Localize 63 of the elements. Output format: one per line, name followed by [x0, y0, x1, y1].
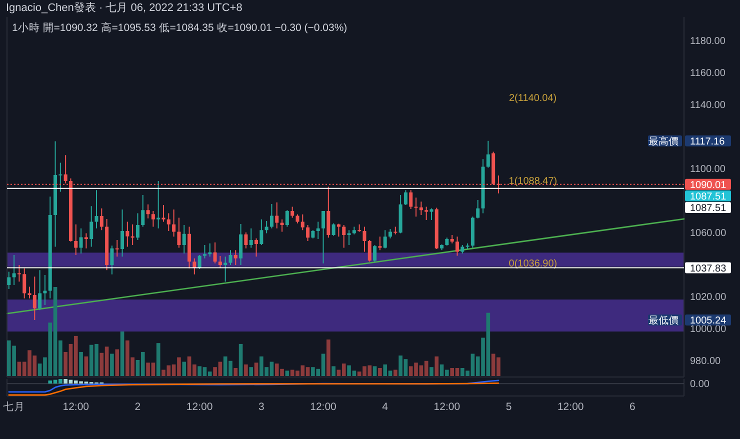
bar [372, 366, 377, 376]
annotation: 0(1036.90) [508, 258, 558, 270]
candlestick [162, 204, 166, 222]
candlestick [43, 275, 47, 305]
annotation: 1087.51 [690, 192, 727, 203]
x-tick-label: 12:00 [310, 401, 337, 413]
bar [249, 367, 254, 376]
bar [110, 354, 114, 376]
bar [285, 370, 290, 376]
candlestick [280, 219, 284, 232]
x-tick-label: 2 [134, 401, 141, 413]
bar [430, 367, 434, 376]
candlestick [424, 206, 428, 220]
bar [244, 364, 248, 376]
bar [115, 349, 120, 376]
bar [378, 368, 382, 376]
ref-line-label: 1087.51 [690, 203, 727, 214]
candlestick [224, 256, 228, 282]
annotation: 2(1140.04) [509, 93, 557, 104]
annotation: 最低價 1005.24 [648, 316, 727, 327]
bar [238, 344, 243, 376]
y-tick-label: 1160.00 [690, 68, 726, 79]
x-tick-label: 3 [258, 401, 264, 413]
bar [84, 356, 88, 376]
y-tick-label: 1140.00 [690, 100, 726, 111]
bar [254, 362, 258, 376]
x-tick-label: 12:00 [557, 401, 584, 413]
chart-title: Ignacio_Chen發表 · 七月 06, 2022 21:33 UTC+8 [6, 1, 242, 14]
x-tick-label: 12:00 [186, 401, 213, 413]
x-tick-label: 5 [506, 401, 512, 413]
x-tick-label: 4 [382, 401, 388, 413]
y-tick-label: 1100.00 [690, 164, 726, 175]
bar [332, 366, 336, 376]
bar [156, 343, 160, 376]
bar [182, 362, 186, 376]
bar [234, 368, 238, 376]
y-tick-label: 1060.00 [690, 228, 727, 239]
y-tick-label: 980.00 [690, 356, 722, 367]
annotation: 最高價 1117.16 [648, 136, 726, 148]
bar [434, 356, 439, 376]
bar [393, 370, 398, 376]
ref-line-label: 1037.83 [690, 263, 727, 274]
x-tick-label: 6 [630, 401, 636, 413]
text: 0.00 [690, 379, 710, 390]
y-tick-label: 1180.00 [690, 36, 726, 47]
x-tick-label: 12:00 [434, 401, 460, 413]
candlestick [94, 190, 98, 228]
candlestick [130, 224, 134, 245]
y-tick-label: 1020.00 [690, 292, 727, 303]
candlestick [115, 240, 119, 257]
bar [120, 332, 124, 376]
bar [79, 352, 83, 376]
ref-line-label: 1090.01 [690, 180, 727, 191]
x-tick-label: 七月 [3, 400, 26, 413]
candlestick [414, 198, 418, 217]
candlestick [202, 244, 206, 258]
x-tick-label: 12:00 [62, 401, 90, 413]
candlestick [378, 236, 382, 250]
bar [326, 340, 330, 376]
candlestick [394, 226, 398, 234]
chart-subtitle: 1小時 開=1090.32 高=1095.53 低=1084.35 收=1090.01 −0.30 (−0.03%) [12, 21, 348, 34]
candlestick [156, 180, 160, 228]
annotation: 1(1088.47) [508, 176, 558, 187]
